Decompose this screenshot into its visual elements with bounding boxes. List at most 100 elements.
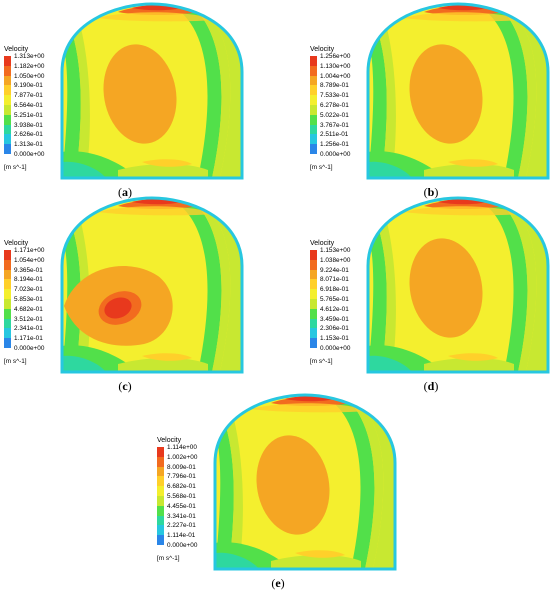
legend-tick-label: 9.365e-01 bbox=[14, 266, 43, 274]
panel-caption: (b) bbox=[310, 185, 550, 200]
legend-tick-label: 1.171e-01 bbox=[14, 335, 43, 343]
velocity-contour-plot bbox=[60, 196, 244, 374]
contour-band-right-light bbox=[351, 403, 384, 569]
domain-boundary bbox=[366, 196, 550, 374]
legend-tick-label: 5.251e-01 bbox=[14, 111, 43, 119]
contour-jet-top-edge bbox=[251, 403, 371, 413]
legend-tick-label: 2.511e-01 bbox=[320, 131, 349, 139]
contour-panel-b: Velocity 1.256e+00 1.130e+00 1.004e+00 8.789… bbox=[310, 2, 550, 202]
colorbar-swatch bbox=[310, 279, 317, 290]
contour-spot-bottom bbox=[448, 159, 498, 167]
legend-title: Velocity bbox=[310, 46, 335, 53]
legend-tick-label: 9.224e-01 bbox=[320, 266, 349, 274]
contour-region-right-edge bbox=[210, 18, 242, 178]
contour-core-orange bbox=[409, 238, 483, 338]
colorbar-swatch bbox=[4, 124, 11, 135]
caption-open-paren: ( bbox=[118, 379, 123, 393]
contour-band-right-light bbox=[198, 206, 231, 372]
domain-boundary bbox=[60, 2, 244, 180]
colorbar-swatch bbox=[310, 318, 317, 329]
contour-region-bottom-left-core bbox=[62, 355, 106, 372]
legend-tick-label: 7.023e-01 bbox=[14, 286, 43, 294]
legend-unit: [m s^-1] bbox=[4, 358, 27, 365]
caption-letter: a bbox=[122, 185, 128, 199]
caption-letter: b bbox=[427, 185, 435, 199]
colorbar-swatch bbox=[4, 250, 11, 260]
legend-tick-label: 0.000e+00 bbox=[320, 345, 351, 352]
contour-region-right-edge bbox=[516, 212, 548, 372]
panel-caption: (d) bbox=[310, 379, 550, 394]
caption-open-paren: ( bbox=[271, 576, 276, 590]
contour-region-right-edge bbox=[516, 18, 548, 178]
caption-open-paren: ( bbox=[423, 379, 428, 393]
legend-tick-label: 1.171e+00 bbox=[14, 247, 45, 254]
colorbar bbox=[4, 56, 11, 154]
contour-region-bottom-left-core bbox=[62, 161, 106, 178]
legend-unit: [m s^-1] bbox=[310, 358, 333, 365]
legend-tick-label: 1.313e+00 bbox=[14, 53, 45, 60]
contour-band-left-light bbox=[378, 24, 396, 178]
legend-tick-label: 0.000e+00 bbox=[167, 542, 198, 549]
caption-close-paren: ) bbox=[280, 576, 285, 590]
colorbar-swatch bbox=[4, 279, 11, 290]
colorbar-swatch bbox=[4, 75, 11, 86]
colorbar-swatch bbox=[157, 456, 164, 467]
contour-region-bottom-left-core bbox=[368, 355, 412, 372]
contour-band-bottom bbox=[118, 164, 208, 178]
colorbar-swatch bbox=[310, 250, 317, 260]
colorbar-swatch bbox=[4, 318, 11, 329]
legend-title: Velocity bbox=[157, 437, 182, 444]
contour-panel-e: Velocity 1.114e+00 1.002e+00 8.009e-01 7.796… bbox=[157, 393, 399, 593]
legend-tick-label: 0.000e+00 bbox=[14, 151, 45, 158]
colorbar-swatch bbox=[310, 56, 317, 66]
legend-tick-label: 1.130e+00 bbox=[320, 62, 351, 70]
legend-tick-label: 8.009e-01 bbox=[167, 463, 196, 471]
legend-tick-label: 1.256e+00 bbox=[320, 53, 351, 60]
colorbar-swatch bbox=[310, 299, 317, 309]
caption-open-paren: ( bbox=[423, 185, 428, 199]
contour-spot-bottom bbox=[142, 353, 192, 361]
contour-band-right-light bbox=[198, 12, 231, 178]
contour-core-orange bbox=[256, 435, 330, 535]
colorbar-swatch bbox=[157, 496, 164, 506]
legend-tick-label: 1.153e+00 bbox=[320, 247, 351, 254]
colorbar-swatch bbox=[157, 525, 164, 536]
contour-band-left bbox=[215, 423, 234, 569]
legend-tick-label: 1.002e+00 bbox=[167, 453, 198, 461]
colorbar-swatch bbox=[310, 65, 317, 76]
colorbar-swatch bbox=[4, 259, 11, 270]
legend-tick-label: 5.022e-01 bbox=[320, 111, 349, 119]
colorbar-swatch bbox=[4, 299, 11, 309]
legend-tick-label: 1.050e+00 bbox=[14, 72, 45, 80]
colorbar-swatch bbox=[4, 56, 11, 66]
velocity-contour-plot bbox=[213, 393, 397, 571]
colorbar-swatch bbox=[157, 476, 164, 487]
legend-unit: [m s^-1] bbox=[157, 555, 180, 562]
legend-tick-label: 1.038e+00 bbox=[320, 256, 351, 264]
contour-band-right bbox=[484, 10, 528, 178]
legend-tick-label: 6.918e-01 bbox=[320, 286, 349, 294]
caption-open-paren: ( bbox=[118, 185, 122, 199]
colorbar-swatch bbox=[310, 289, 317, 299]
contour-core-orange bbox=[103, 44, 177, 144]
contour-band-right-light bbox=[504, 206, 537, 372]
colorbar-swatch bbox=[4, 85, 11, 96]
contour-jet-top-edge bbox=[98, 206, 218, 216]
legend-tick-label: 7.877e-01 bbox=[14, 92, 43, 100]
legend-tick-label: 4.612e-01 bbox=[320, 305, 349, 313]
contour-band-bottom bbox=[424, 164, 514, 178]
colorbar-swatch bbox=[157, 515, 164, 526]
caption-close-paren: ) bbox=[434, 185, 439, 199]
legend-tick-label: 7.796e-01 bbox=[167, 473, 196, 481]
legend-tick-label: 2.341e-01 bbox=[14, 325, 43, 333]
legend-unit: [m s^-1] bbox=[310, 164, 333, 171]
contour-core-orange bbox=[409, 44, 483, 144]
colorbar-swatch bbox=[310, 75, 317, 86]
legend-tick-label: 5.765e-01 bbox=[320, 296, 349, 303]
colorbar-swatch bbox=[310, 338, 317, 348]
contour-panel-c: Velocity 1.171e+00 1.054e+00 9.365e-01 8.194… bbox=[4, 196, 246, 396]
panel-caption: (a) bbox=[4, 185, 246, 200]
legend-tick-label: 1.313e-01 bbox=[14, 141, 43, 149]
contour-core-red bbox=[104, 297, 132, 319]
legend-tick-label: 4.455e-01 bbox=[167, 502, 196, 510]
